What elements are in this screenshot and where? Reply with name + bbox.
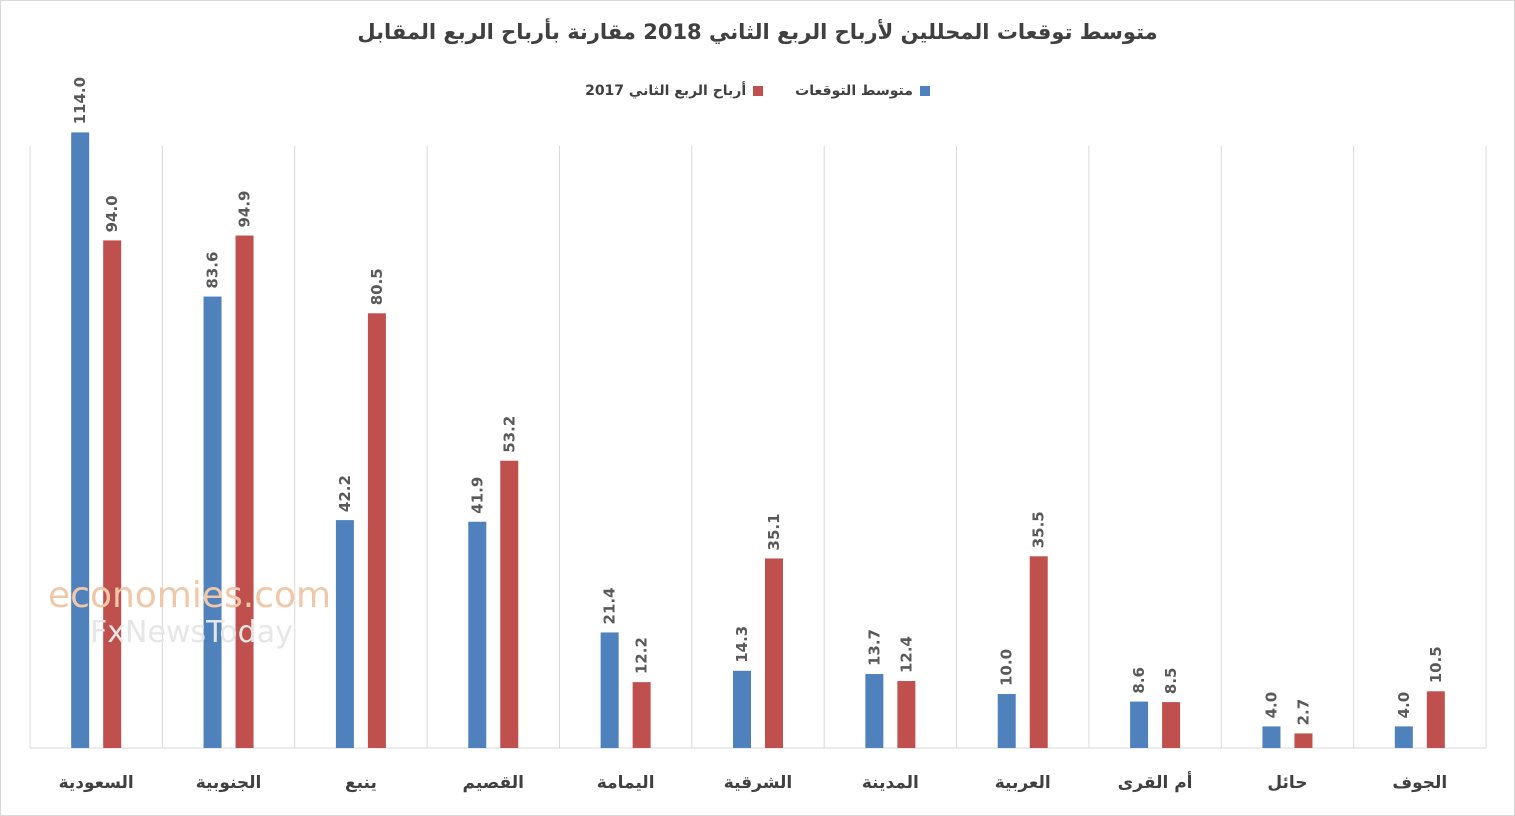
category-label: ينبع — [345, 773, 377, 793]
chart-legend: متوسط التوقعات أرباح الربع الثاني 2017 — [0, 83, 1515, 99]
bar-expectations — [468, 521, 487, 748]
chart-title: متوسط توقعات المحللين لأرباح الربع الثان… — [357, 20, 1158, 44]
data-label-2017: 35.5 — [1030, 511, 1048, 548]
legend-swatch-2017 — [753, 86, 764, 96]
bar-expectations — [1262, 726, 1281, 748]
bar-expectations — [335, 520, 354, 748]
category-label: السعودية — [59, 773, 134, 793]
legend-label-2017: أرباح الربع الثاني 2017 — [585, 83, 747, 99]
legend-swatch-expectations — [919, 86, 930, 96]
data-label-2017: 94.0 — [103, 195, 121, 232]
data-label-expectations: 114.0 — [71, 77, 89, 124]
category-label: الجوف — [1392, 773, 1447, 793]
legend-item-expectations: متوسط التوقعات — [795, 83, 930, 99]
legend-label-expectations: متوسط التوقعات — [795, 83, 913, 99]
data-label-expectations: 14.3 — [733, 626, 751, 663]
data-label-2017: 2.7 — [1294, 699, 1312, 726]
data-label-expectations: 4.0 — [1262, 692, 1280, 719]
category-label: أم القرى — [1118, 771, 1193, 793]
data-label-expectations: 10.0 — [998, 649, 1016, 686]
bar-expectations — [733, 670, 751, 748]
category-label: الجنوبية — [196, 773, 262, 793]
data-label-expectations: 41.9 — [468, 477, 486, 514]
data-label-expectations: 8.6 — [1130, 667, 1148, 694]
bar-2017 — [1029, 556, 1048, 748]
bar-expectations — [203, 296, 222, 748]
category-label: العربية — [995, 773, 1051, 793]
bar-expectations — [865, 674, 884, 748]
data-label-2017: 80.5 — [368, 268, 386, 305]
bar-2017 — [103, 240, 122, 748]
data-label-2017: 35.1 — [765, 513, 783, 550]
bar-2017 — [235, 235, 254, 749]
bar-2017 — [500, 460, 519, 748]
bar-expectations — [1394, 726, 1413, 748]
data-label-expectations: 13.7 — [865, 629, 883, 666]
bar-2017 — [1294, 733, 1313, 748]
bar-2017 — [1426, 691, 1445, 748]
data-label-expectations: 42.2 — [336, 475, 354, 512]
bar-expectations — [997, 694, 1016, 748]
bar-expectations — [1130, 701, 1149, 748]
data-label-2017: 94.9 — [236, 191, 254, 228]
bar-2017 — [897, 681, 916, 748]
category-label: اليمامة — [597, 773, 655, 793]
category-label: المدينة — [862, 773, 919, 793]
bar-2017 — [632, 682, 651, 748]
bar-2017 — [765, 558, 783, 748]
bar-2017 — [1162, 702, 1181, 748]
data-label-expectations: 21.4 — [601, 587, 619, 624]
bar-expectations — [71, 132, 90, 748]
category-label: القصيم — [463, 773, 524, 793]
data-label-expectations: 83.6 — [204, 252, 222, 289]
category-label: الشرقية — [724, 773, 792, 793]
data-label-2017: 12.2 — [633, 637, 651, 674]
bar-expectations — [600, 632, 619, 748]
data-label-expectations: 4.0 — [1395, 692, 1413, 719]
data-label-2017: 10.5 — [1427, 646, 1445, 683]
legend-item-2017: أرباح الربع الثاني 2017 — [585, 83, 764, 99]
bar-2017 — [367, 313, 386, 748]
data-label-2017: 12.4 — [897, 636, 915, 673]
data-label-2017: 8.5 — [1162, 668, 1180, 695]
category-label: حائل — [1267, 773, 1307, 793]
data-label-2017: 53.2 — [500, 416, 518, 453]
